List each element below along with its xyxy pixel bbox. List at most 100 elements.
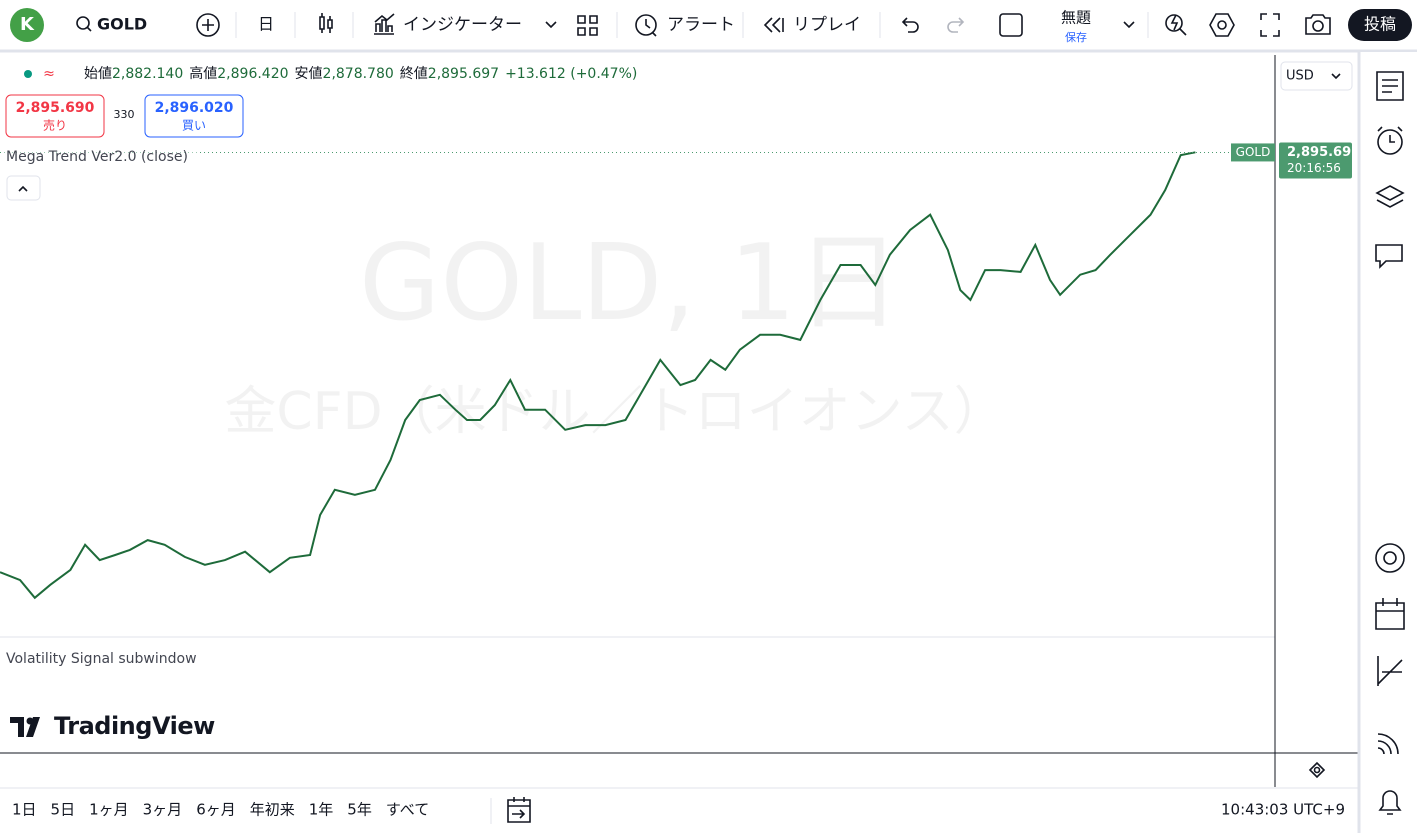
- range-button[interactable]: すべて: [386, 801, 429, 819]
- legend-bg: [6, 61, 664, 88]
- logo-icon[interactable]: [10, 717, 40, 737]
- range-button[interactable]: 1年: [309, 801, 334, 819]
- market-status: [38, 63, 60, 85]
- target-icon: [1383, 551, 1397, 565]
- symbol-tag-bg: [1231, 143, 1275, 162]
- sidebar: [1358, 52, 1417, 833]
- interval[interactable]: 日: [258, 15, 274, 34]
- sell-label: 売り: [43, 118, 67, 133]
- drawing-icon[interactable]: [1377, 656, 1403, 686]
- ohlc-legend: 始値2,882.140 高値2,896.420 安値2,878.780 終値2,895…: [84, 65, 637, 82]
- screenshot-icon[interactable]: [1305, 14, 1331, 35]
- publish: 投稿: [1364, 15, 1396, 34]
- settings-icon: [1217, 20, 1227, 30]
- indicators[interactable]: インジケーター: [403, 15, 522, 35]
- collapse-icon: [18, 185, 28, 192]
- target-icon[interactable]: [1375, 543, 1405, 573]
- countdown: 20:16:56: [1287, 161, 1341, 175]
- symbol-tag: GOLD: [1236, 145, 1271, 159]
- subwindow-title: Volatility Signal subwindow: [6, 651, 197, 667]
- range-button[interactable]: 6ヶ月: [196, 801, 236, 819]
- sell-button[interactable]: [5, 94, 105, 138]
- status-dot: [24, 70, 32, 78]
- settings-icon[interactable]: [1209, 13, 1235, 37]
- ohlc-value: 2,895.697: [428, 66, 499, 82]
- currency: USD: [1286, 69, 1314, 84]
- goto-date-icon[interactable]: [507, 797, 531, 823]
- indicator-bg: [4, 145, 198, 170]
- quick-search-icon[interactable]: [1165, 14, 1183, 32]
- watermark-description: 金CFD（米ドル／トロイオンス）: [224, 382, 1005, 442]
- fullscreen-icon[interactable]: [1260, 13, 1280, 37]
- clock[interactable]: 10:43:03 UTC+9: [1221, 801, 1345, 819]
- logo[interactable]: TradingView: [54, 712, 216, 740]
- chart-type-icon[interactable]: [319, 13, 333, 33]
- axis-settings-icon: [1313, 766, 1321, 774]
- layout-icon[interactable]: [577, 15, 598, 36]
- ohlc-value: 2,896.420: [217, 66, 288, 82]
- range-button[interactable]: 5日: [51, 801, 76, 819]
- ohlc-label: 高値: [189, 65, 217, 82]
- sell-price: 2,895.690: [16, 100, 95, 116]
- alert[interactable]: アラート: [667, 15, 735, 35]
- layout-name[interactable]: 無題: [1061, 9, 1091, 27]
- ohlc-value: 2,882.140: [112, 66, 183, 82]
- dropdown-icon: [1331, 73, 1341, 80]
- ohlc-label: 終値: [400, 66, 428, 82]
- search-icon: [86, 26, 92, 32]
- calendar-icon[interactable]: [1375, 598, 1405, 630]
- layers-icon[interactable]: [1375, 185, 1405, 208]
- alert-icon: [645, 19, 657, 37]
- alerts-icon[interactable]: [1377, 129, 1403, 155]
- add-icon: [202, 19, 214, 31]
- stream-icon[interactable]: [1377, 733, 1399, 755]
- dropdown-icon[interactable]: [545, 21, 557, 29]
- price-line: [0, 151, 1196, 600]
- ohlc-value: 2,878.780: [323, 66, 394, 82]
- indicator-name[interactable]: Mega Trend Ver2.0 (close): [6, 149, 188, 165]
- watchlist-icon[interactable]: [1376, 71, 1404, 101]
- dropdown-icon[interactable]: [1123, 21, 1135, 29]
- avatar-letter: K: [20, 14, 35, 35]
- avatar[interactable]: [10, 8, 44, 42]
- save[interactable]: 保存: [1065, 30, 1087, 44]
- range-button[interactable]: 年初来: [250, 801, 295, 819]
- quick-search-icon: [1170, 14, 1187, 36]
- alert-icon[interactable]: [635, 14, 657, 36]
- square-icon[interactable]: [999, 13, 1023, 37]
- buy-price: 2,896.020: [155, 100, 234, 116]
- watermark-symbol: GOLD, 1日: [359, 222, 901, 344]
- replay-icon[interactable]: [763, 17, 784, 33]
- add-icon[interactable]: [196, 13, 220, 37]
- currency-button[interactable]: [1280, 61, 1353, 91]
- redo-icon[interactable]: [947, 17, 965, 33]
- buy-button[interactable]: [144, 94, 244, 138]
- range-button[interactable]: 3ヶ月: [143, 801, 183, 819]
- undo-icon[interactable]: [901, 17, 919, 33]
- change: +13.612 (+0.47%): [505, 66, 637, 82]
- buy-label: 買い: [182, 119, 206, 133]
- range-button[interactable]: 1ヶ月: [89, 801, 129, 819]
- publish-button[interactable]: [1348, 9, 1412, 41]
- search-icon[interactable]: [76, 16, 90, 30]
- logo-icon: [26, 717, 34, 725]
- ohlc-label: 安値: [295, 66, 323, 82]
- screenshot-icon: [1312, 20, 1324, 32]
- range-button[interactable]: 5年: [347, 801, 372, 819]
- last-price-bg: [1279, 142, 1352, 179]
- ohlc-label: 始値: [84, 66, 112, 82]
- spread: 330: [114, 108, 135, 121]
- alerts-icon: [1377, 126, 1403, 143]
- indicators-icon[interactable]: [374, 13, 395, 35]
- replay[interactable]: リプレイ: [793, 15, 861, 35]
- market-status-icon: ≈: [43, 66, 55, 82]
- chat-icon[interactable]: [1375, 244, 1403, 269]
- range-button[interactable]: 1日: [12, 801, 37, 819]
- last-price: 2,895.697: [1287, 145, 1360, 160]
- axis-settings-icon[interactable]: [1308, 761, 1326, 779]
- notifications-icon[interactable]: [1378, 790, 1402, 815]
- symbol[interactable]: GOLD: [97, 15, 147, 34]
- subwindow-title-bg: [4, 647, 204, 671]
